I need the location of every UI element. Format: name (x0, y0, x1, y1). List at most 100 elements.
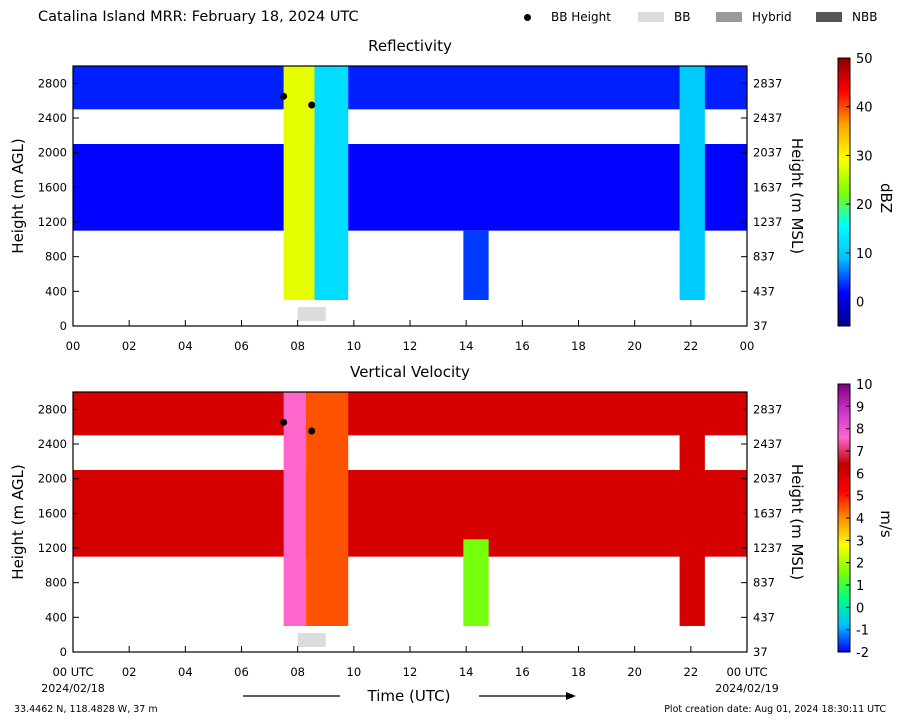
x-tick-label: 18 (571, 339, 586, 353)
colorbar-tick-label: 10 (856, 378, 873, 393)
colorbar-tick-label: 1 (856, 579, 864, 594)
bb-segment-0 (297, 633, 326, 647)
y2-tick-label: 1637 (753, 506, 782, 520)
y-tick-label: 2800 (38, 402, 67, 416)
colorbar-tick-label: 50 (856, 52, 873, 67)
x-tick-label: 00 UTC (726, 665, 767, 679)
y-tick-label: 2000 (38, 146, 67, 160)
x-tick-label: 12 (403, 665, 418, 679)
x-tick-label: 04 (178, 665, 193, 679)
end-date-label: 2024/02/19 (715, 682, 778, 695)
x-tick-label: 10 (347, 665, 362, 679)
y-tick-label: 1600 (38, 180, 67, 194)
x-tick-label: 12 (403, 339, 418, 353)
start-date-label: 2024/02/18 (41, 682, 104, 695)
y-tick-label: 400 (45, 284, 67, 298)
plot-creation-date: Plot creation date: Aug 01, 2024 18:30:1… (664, 704, 886, 715)
panel-title: Reflectivity (368, 37, 452, 55)
heatmap-region-0 (73, 66, 747, 110)
x-tick-label: 00 UTC (52, 665, 93, 679)
legend-nbb: NBB (816, 10, 877, 24)
colorbar-tick-label: 6 (856, 467, 864, 482)
page-title: Catalina Island MRR: February 18, 2024 U… (38, 9, 359, 25)
y2-tick-label: 37 (753, 645, 768, 659)
heatmap-region-3 (314, 66, 349, 300)
heatmap-region-3 (306, 392, 349, 626)
x-tick-label: 08 (290, 665, 305, 679)
bb-height-marker-icon (524, 13, 531, 21)
bb-height-point-1 (308, 101, 316, 109)
y-tick-label: 1200 (38, 215, 67, 229)
y-tick-label: 1200 (38, 541, 67, 555)
x-tick-label: 06 (234, 665, 249, 679)
station-coordinates: 33.4462 N, 118.4828 W, 37 m (14, 704, 158, 715)
y2-axis-label: Height (m MSL) (788, 464, 806, 580)
heatmap-region-4 (463, 539, 489, 626)
x-tick-label: 00 (740, 339, 755, 353)
bb-height-point-0 (280, 92, 288, 100)
y2-tick-label: 2037 (753, 146, 782, 160)
y-tick-label: 800 (45, 250, 67, 264)
x-tick-label: 14 (459, 339, 474, 353)
y-tick-label: 2400 (38, 437, 67, 451)
y2-axis-label: Height (m MSL) (788, 138, 806, 254)
y2-tick-label: 1237 (753, 215, 782, 229)
y-tick-label: 400 (45, 610, 67, 624)
colorbar-tick-label: 30 (856, 149, 873, 164)
colorbar-tick-label: 4 (856, 512, 864, 527)
y-tick-label: 2000 (38, 472, 67, 486)
time-axis-label: Time (UTC) (367, 687, 451, 705)
legend-label: BB Height (551, 10, 611, 24)
legend-label: BB (674, 10, 691, 24)
colorbar-tick-label: 5 (856, 490, 864, 505)
colorbar-tick-label: 7 (856, 445, 864, 460)
x-tick-label: 02 (122, 339, 137, 353)
x-tick-label: 04 (178, 339, 193, 353)
heatmap-region-4 (463, 230, 489, 300)
x-tick-label: 00 (66, 339, 81, 353)
y2-tick-label: 1637 (753, 180, 782, 194)
colorbar-tick-label: 0 (856, 601, 864, 616)
x-tick-label: 18 (571, 665, 586, 679)
panel-title: Vertical Velocity (350, 363, 470, 381)
colorbar-tick-label: 3 (856, 534, 864, 549)
colorbar (837, 57, 851, 327)
y2-tick-label: 2837 (753, 76, 782, 90)
x-tick-label: 02 (122, 665, 137, 679)
colorbar-tick-label: -1 (856, 624, 869, 639)
legend-bb-height: BB Height (524, 10, 611, 24)
bb-height-point-1 (308, 427, 316, 435)
nbb-swatch-icon (816, 12, 842, 22)
time-axis-footer: Time (UTC) 2024/02/18 2024/02/19 (41, 682, 778, 705)
x-tick-label: 22 (684, 665, 699, 679)
y2-tick-label: 2037 (753, 472, 782, 486)
bb-segment-0 (297, 307, 326, 321)
heatmap-region-1 (73, 144, 747, 231)
y2-tick-label: 437 (753, 610, 775, 624)
colorbar-label: m/s (877, 510, 895, 538)
colorbar-label: dBZ (877, 183, 895, 213)
y-tick-label: 1600 (38, 506, 67, 520)
y2-tick-label: 2437 (753, 437, 782, 451)
heatmap-region-5 (679, 392, 705, 626)
x-tick-label: 06 (234, 339, 249, 353)
heatmap-region-5 (679, 66, 705, 300)
heatmap-region-1 (73, 470, 747, 557)
y2-tick-label: 837 (753, 576, 775, 590)
colorbar-tick-label: 0 (856, 296, 864, 311)
x-tick-label: 14 (459, 665, 474, 679)
colorbar-tick-label: 10 (856, 247, 873, 262)
legend-bb: BB (638, 10, 690, 24)
hybrid-swatch-icon (716, 12, 742, 22)
x-tick-label: 22 (684, 339, 699, 353)
heatmap-region-2 (283, 392, 307, 626)
arrow-head-icon (566, 692, 576, 700)
colorbar-tick-label: 20 (856, 198, 873, 213)
colorbar-tick-label: 9 (856, 400, 864, 415)
x-tick-label: 16 (515, 339, 530, 353)
y-tick-label: 2800 (38, 76, 67, 90)
x-tick-label: 20 (627, 339, 642, 353)
x-tick-label: 08 (290, 339, 305, 353)
y-axis-label: Height (m AGL) (9, 464, 27, 579)
